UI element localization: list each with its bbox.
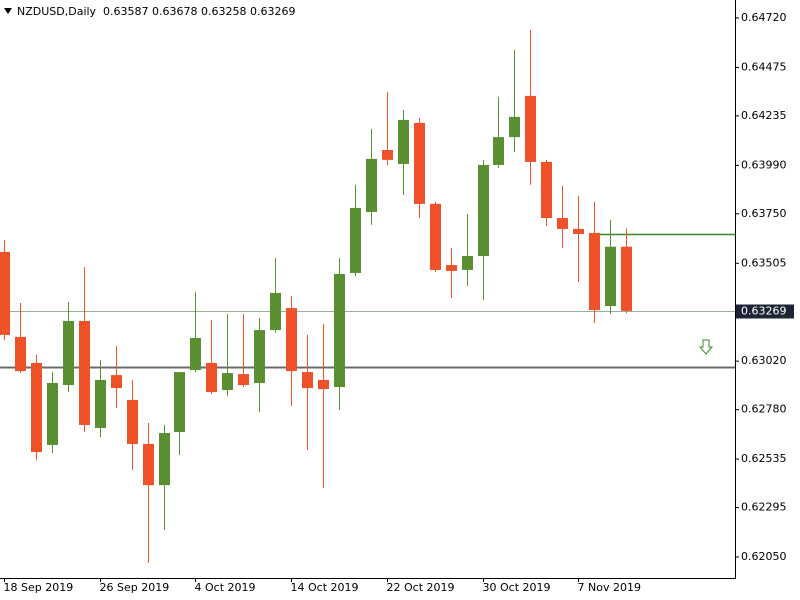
header-close: 0.63269 <box>250 5 296 18</box>
candle-body <box>238 374 249 385</box>
plot-area <box>0 29 735 564</box>
candle-body <box>621 246 632 311</box>
candle-body <box>557 218 568 229</box>
header-marker <box>4 8 12 14</box>
candle-body <box>174 372 185 433</box>
sell-arrow-icon <box>698 339 714 355</box>
y-tick-label: 0.62535 <box>741 452 787 465</box>
candle-body <box>143 443 154 486</box>
x-tick-label: 4 Oct 2019 <box>195 581 256 594</box>
candle-body <box>541 161 552 219</box>
candle-body <box>318 379 329 390</box>
candle-body <box>350 207 361 273</box>
x-tick-label: 30 Oct 2019 <box>483 581 551 594</box>
candle-body <box>525 95 536 162</box>
candle-body <box>95 379 106 428</box>
candle-body <box>589 232 600 311</box>
candle-body <box>190 337 201 371</box>
candle-body <box>254 330 265 383</box>
x-tick-label: 26 Sep 2019 <box>100 581 170 594</box>
y-tick-label: 0.63990 <box>741 158 787 171</box>
candle-body <box>111 375 122 389</box>
y-tick-label: 0.64475 <box>741 60 787 73</box>
candle-body <box>366 158 377 212</box>
y-tick-label: 0.62295 <box>741 501 787 514</box>
candle-body <box>63 320 74 385</box>
y-tick-label: 0.62780 <box>741 403 787 416</box>
candle-body <box>430 203 441 270</box>
x-tick-label: 14 Oct 2019 <box>291 581 359 594</box>
candle-body <box>15 336 26 372</box>
candle-body <box>302 372 313 389</box>
x-tick-label: 7 Nov 2019 <box>578 581 641 594</box>
candle-body <box>0 251 10 335</box>
candle-body <box>382 150 393 160</box>
y-tick-label: 0.64235 <box>741 109 787 122</box>
candle-body <box>509 116 520 138</box>
x-tick-label: 18 Sep 2019 <box>4 581 74 594</box>
candle-body <box>605 246 616 307</box>
y-tick-label: 0.62050 <box>741 550 787 563</box>
candle-body <box>206 362 217 393</box>
candle-body <box>334 273 345 388</box>
price-label: 0.63269 <box>741 305 787 318</box>
candle-body <box>222 373 233 391</box>
y-tick-label: 0.63505 <box>741 256 787 269</box>
candle-body <box>446 265 457 271</box>
chart-title: NZDUSD,Daily <box>17 5 97 18</box>
header-high: 0.63678 <box>152 5 198 18</box>
candle-body <box>79 320 90 425</box>
candle-body <box>573 228 584 234</box>
header-open: 0.63587 <box>103 5 149 18</box>
price-label-box <box>736 304 794 319</box>
candle-body <box>286 308 297 372</box>
candle-body <box>31 362 42 453</box>
y-tick-label: 0.63020 <box>741 354 787 367</box>
candle-body <box>47 382 58 445</box>
candle-body <box>493 137 504 165</box>
x-tick-label: 22 Oct 2019 <box>387 581 455 594</box>
candle-body <box>462 255 473 270</box>
candle-body <box>127 399 138 444</box>
candle-body <box>159 433 170 486</box>
candle-body <box>270 292 281 331</box>
candle-body <box>478 164 489 256</box>
y-tick-label: 0.63750 <box>741 207 787 220</box>
header-low: 0.63258 <box>201 5 247 18</box>
y-tick-label: 0.64720 <box>741 11 787 24</box>
candle-body <box>414 122 425 204</box>
candle-body <box>398 119 409 164</box>
